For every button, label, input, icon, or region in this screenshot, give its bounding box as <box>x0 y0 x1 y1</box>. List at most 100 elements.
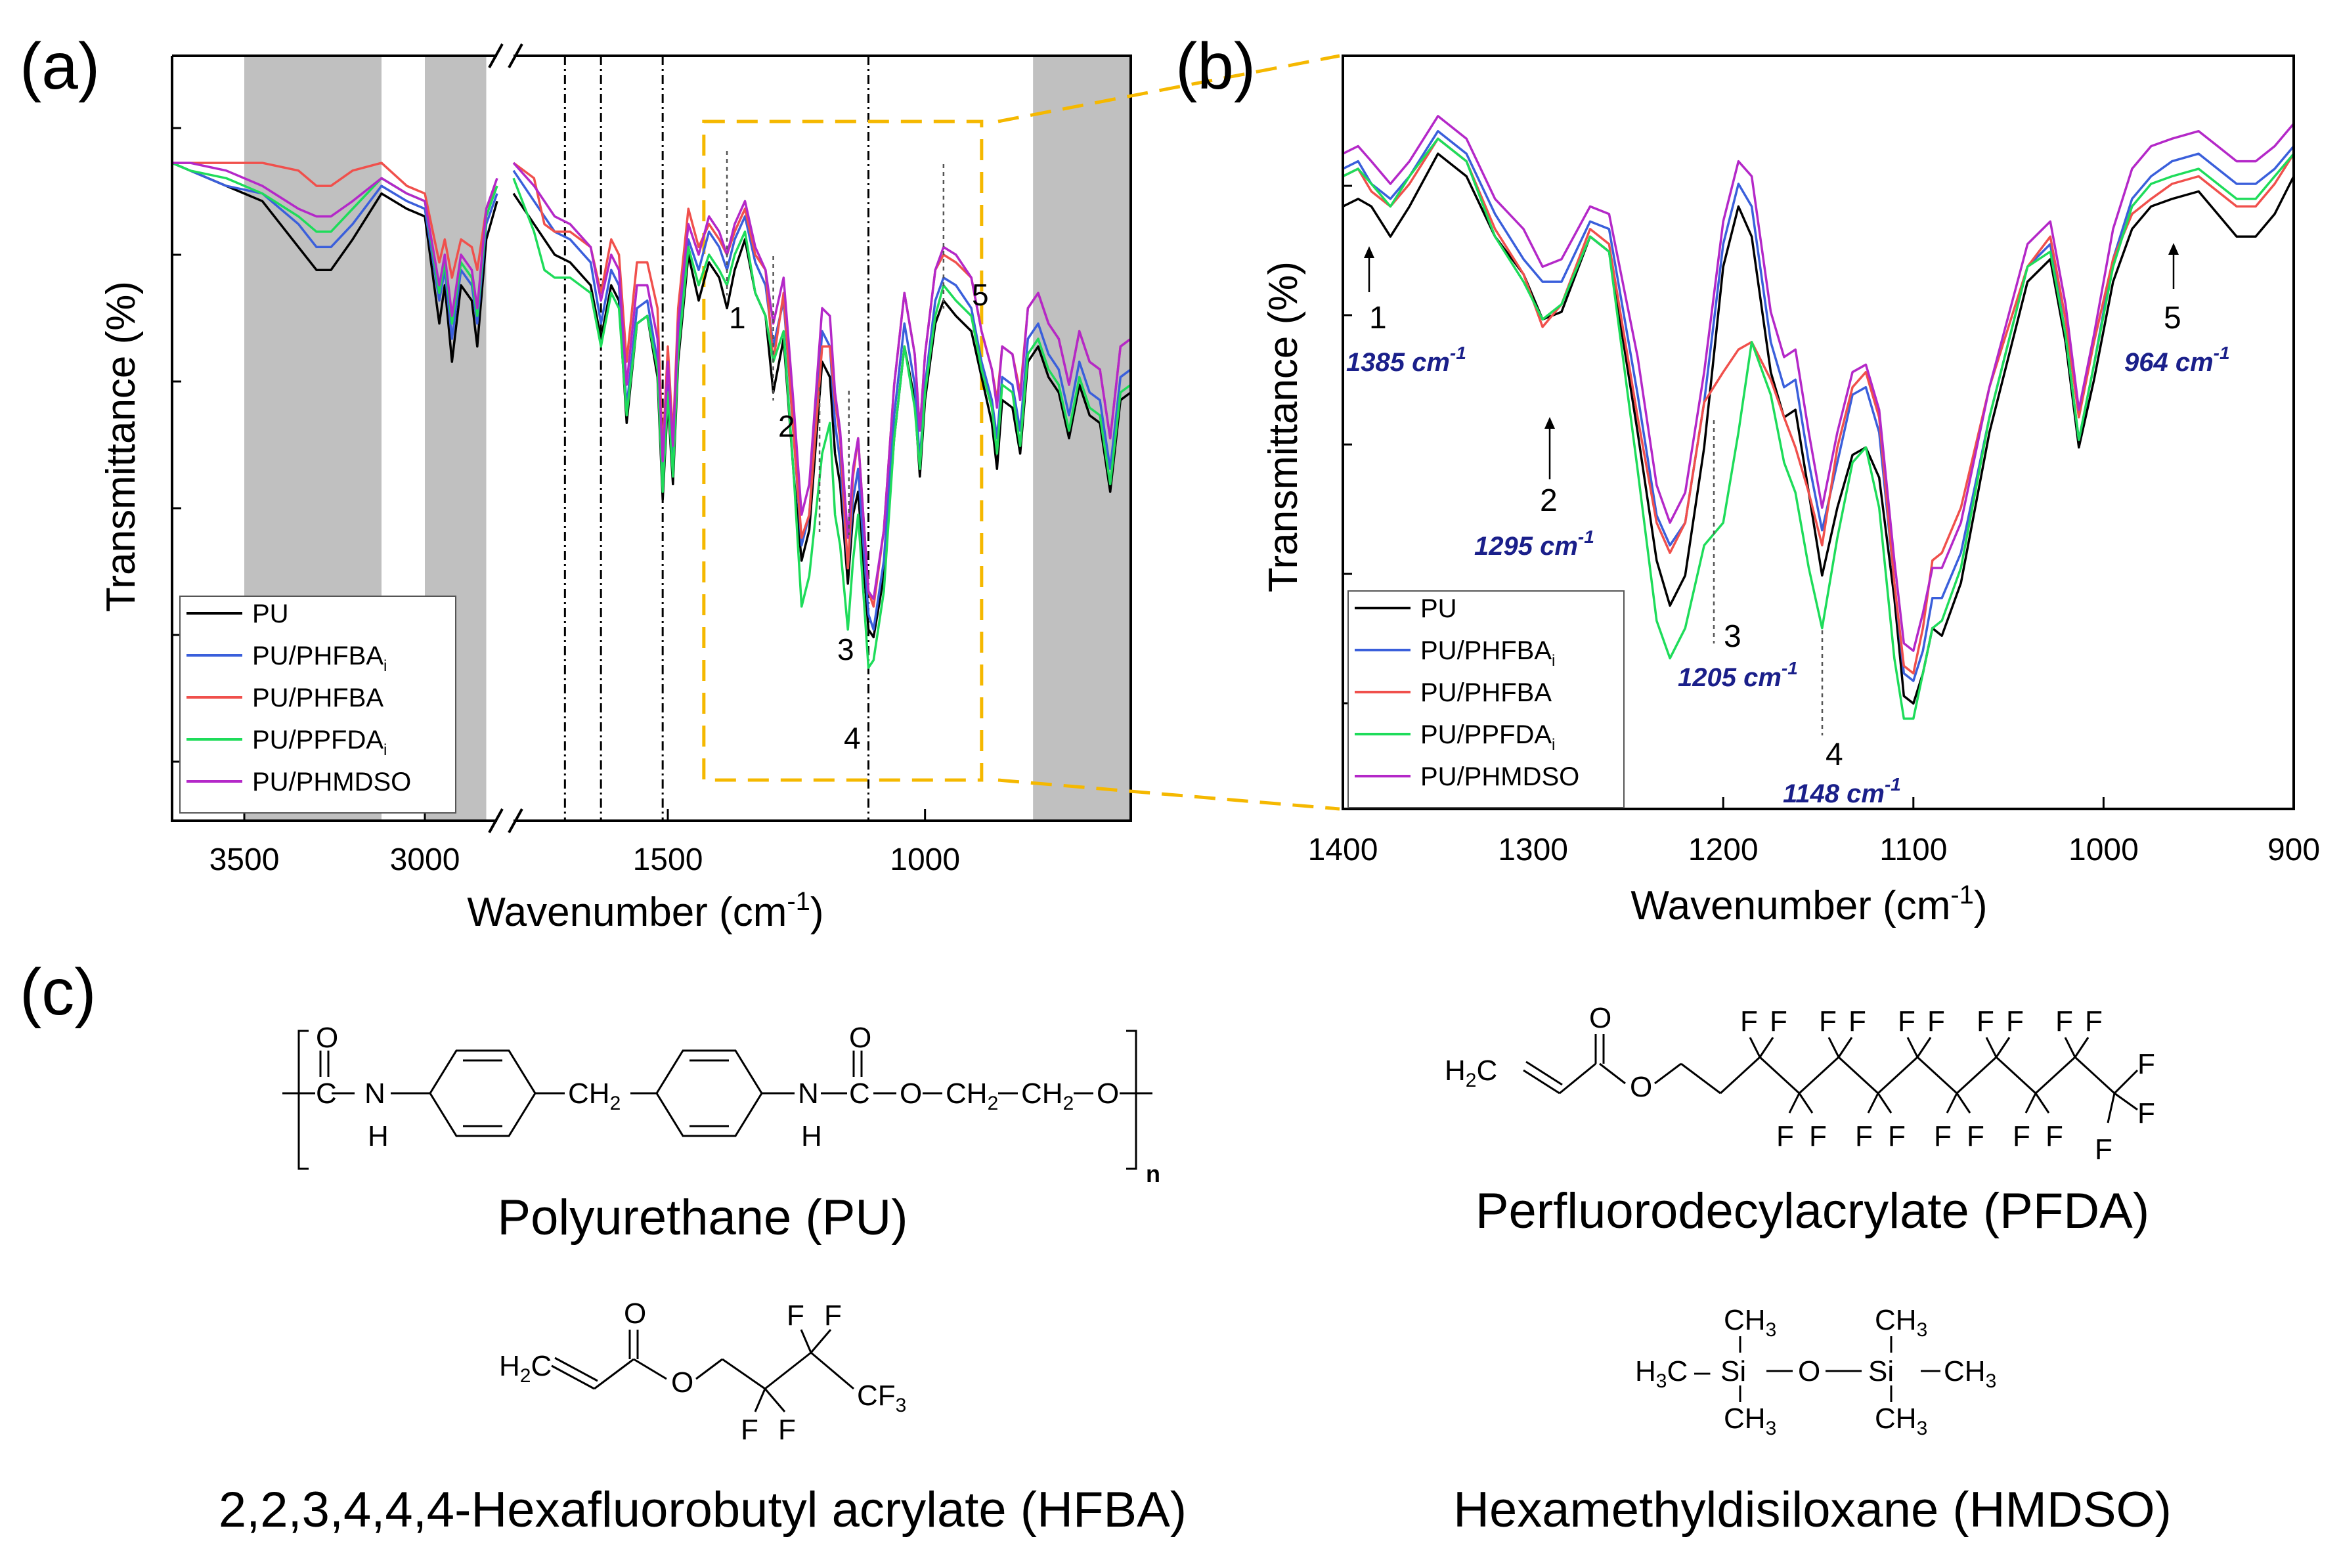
hmdso-ch3-right: CH3 <box>1944 1355 1996 1392</box>
peak-marker-label-2: 2 <box>778 409 795 443</box>
pfda-h2c-sub: 2 <box>1466 1070 1477 1091</box>
pfda-f-4: F <box>1809 1120 1827 1152</box>
hfba-f4: F <box>824 1299 842 1332</box>
x-tick-label-3500: 3500 <box>209 842 280 877</box>
hmdso-dash-left: – <box>1694 1355 1711 1387</box>
x-tick-labels: 3500 3000 1500 1000 <box>209 809 960 877</box>
axis-break-a-1 <box>488 43 504 68</box>
pfda-o-ester: O <box>1630 1071 1652 1103</box>
series-2-seg2 <box>512 169 1132 631</box>
pu-ch2-sub: 2 <box>610 1093 621 1114</box>
bracket-right <box>1126 1030 1137 1170</box>
hmdso-ch3-top-left: CH3 <box>1724 1304 1776 1341</box>
panel-label-b: (b) <box>1175 30 1256 103</box>
pu-structure <box>282 1030 1152 1170</box>
legend-box <box>179 596 456 814</box>
pfda-f-15: F <box>2013 1120 2030 1152</box>
legend-label-3: PU/PHFBA <box>1420 678 1552 707</box>
hmdso-structure <box>1739 1336 1940 1402</box>
bracket-left <box>297 1030 309 1170</box>
axes-frame <box>1342 54 2295 810</box>
y-axis-label-a: Transmittance (%) <box>98 281 144 612</box>
zoom-connector-top <box>997 54 1340 123</box>
x-axis-label-b-end: ) <box>1974 883 1988 928</box>
pu-atom-c2: C <box>849 1078 870 1110</box>
hmdso-ch3-tl-sub: 3 <box>1766 1319 1777 1341</box>
legend-name: PU/PHFBA <box>1420 636 1552 665</box>
pfda-atom-labels: H2C O O <box>1445 1002 1652 1103</box>
pfda-f-7: F <box>1855 1120 1873 1152</box>
x-tick-label-3000: 3000 <box>390 842 460 877</box>
hmdso-ch3-bottom-right: CH3 <box>1875 1403 1927 1439</box>
annotation-number-4: 4 <box>1826 737 1843 772</box>
legend-label-5: PU/PHMDSO <box>1420 762 1579 791</box>
x-tick-label-1100: 1100 <box>1879 833 1947 867</box>
axis-break-a-0 <box>488 808 504 833</box>
hfba-o-carbonyl: O <box>624 1297 646 1330</box>
pfda-h2c: H2C <box>1445 1055 1497 1091</box>
pu-atom-ch2b: CH2 <box>946 1078 998 1114</box>
hfba-f2: F <box>778 1414 796 1446</box>
pu-atom-o2: O <box>849 1022 871 1054</box>
hmdso-si-right: Si <box>1868 1355 1894 1387</box>
annotation-value-sup: -1 <box>1578 527 1594 547</box>
hfba-h2c-sub: 2 <box>520 1365 531 1387</box>
legend-box <box>1347 590 1625 808</box>
pfda-f-19: F <box>2137 1048 2155 1080</box>
zoom-box <box>702 120 984 782</box>
pu-repeat-n: n <box>1146 1160 1160 1187</box>
legend-sub: i <box>383 657 387 675</box>
pfda-f-14: F <box>2006 1005 2024 1037</box>
legend-label-1: PU <box>252 599 289 628</box>
pfda-h2c-h: H <box>1445 1055 1466 1087</box>
hfba-cf3-sub: 3 <box>896 1395 907 1416</box>
annotation-arrowhead-5 <box>2168 243 2179 255</box>
panel-label-c: (c) <box>20 955 97 1029</box>
series-2 <box>1342 129 2295 682</box>
pfda-f-9: F <box>1898 1005 1915 1037</box>
annotation-value-text: 1205 cm <box>1678 663 1782 692</box>
pu-ch2c-text: CH <box>1021 1078 1063 1110</box>
peak-marker-label-4: 4 <box>844 721 861 755</box>
annotation-value-1: 1385 cm-1 <box>1346 343 1466 377</box>
series-5-seg2 <box>512 162 1132 600</box>
pfda-f-12: F <box>1967 1120 1984 1152</box>
hmdso-atom-labels: CH3 CH3 H3C – Si O Si CH3 CH3 CH3 <box>1635 1304 1996 1439</box>
x-tick-label-1000: 1000 <box>2068 833 2139 867</box>
annotation-value-text: 1295 cm <box>1474 532 1578 561</box>
pu-atom-ch2: CH2 <box>568 1078 621 1114</box>
series-lines <box>171 162 1132 669</box>
annotation-number-1: 1 <box>1369 301 1387 336</box>
pu-ch2-text: CH <box>568 1078 610 1110</box>
pfda-f-3: F <box>1776 1120 1794 1152</box>
series-lines <box>1342 115 2295 720</box>
legend-name: PU/PHFBA <box>252 684 383 712</box>
pfda-f-16: F <box>2046 1120 2063 1152</box>
pu-atom-n2: N <box>798 1078 819 1110</box>
pfda-f-6: F <box>1849 1005 1866 1037</box>
x-tick-labels: 1400 1300 1200 1100 1000 900 <box>1308 797 2320 867</box>
pu-ch2c-sub: 2 <box>1063 1093 1074 1114</box>
hmdso-o: O <box>1798 1355 1820 1387</box>
legend-name: PU <box>1420 594 1457 623</box>
legend-sub: i <box>383 741 387 759</box>
pu-atom-c1: C <box>316 1078 337 1110</box>
annotation-value-sup: -1 <box>1782 658 1798 678</box>
axis-break-b-1 <box>508 43 523 68</box>
legend-name: PU/PPFDA <box>1420 720 1552 749</box>
pfda-f-10: F <box>1927 1005 1945 1037</box>
y-axis-label-b: Transmittance (%) <box>1261 261 1306 592</box>
x-tick-label-1000: 1000 <box>890 842 960 877</box>
x-axis-label-b-text: Wavenumber (cm <box>1630 883 1950 928</box>
axis-left-bottom-seg1 <box>171 56 497 822</box>
legend-name: PU <box>252 599 289 628</box>
pu-name: Polyurethane (PU) <box>497 1190 908 1246</box>
pfda-h2c-c: C <box>1476 1055 1497 1087</box>
hmdso-ch3-bl-text: CH <box>1724 1403 1766 1435</box>
hmdso-h3c-sub: 3 <box>1656 1370 1667 1392</box>
hmdso-h3c-left: H3C <box>1635 1355 1688 1392</box>
x-axis-label-a: Wavenumber (cm-1) <box>467 887 823 935</box>
x-axis-label-a-end: ) <box>810 890 824 935</box>
